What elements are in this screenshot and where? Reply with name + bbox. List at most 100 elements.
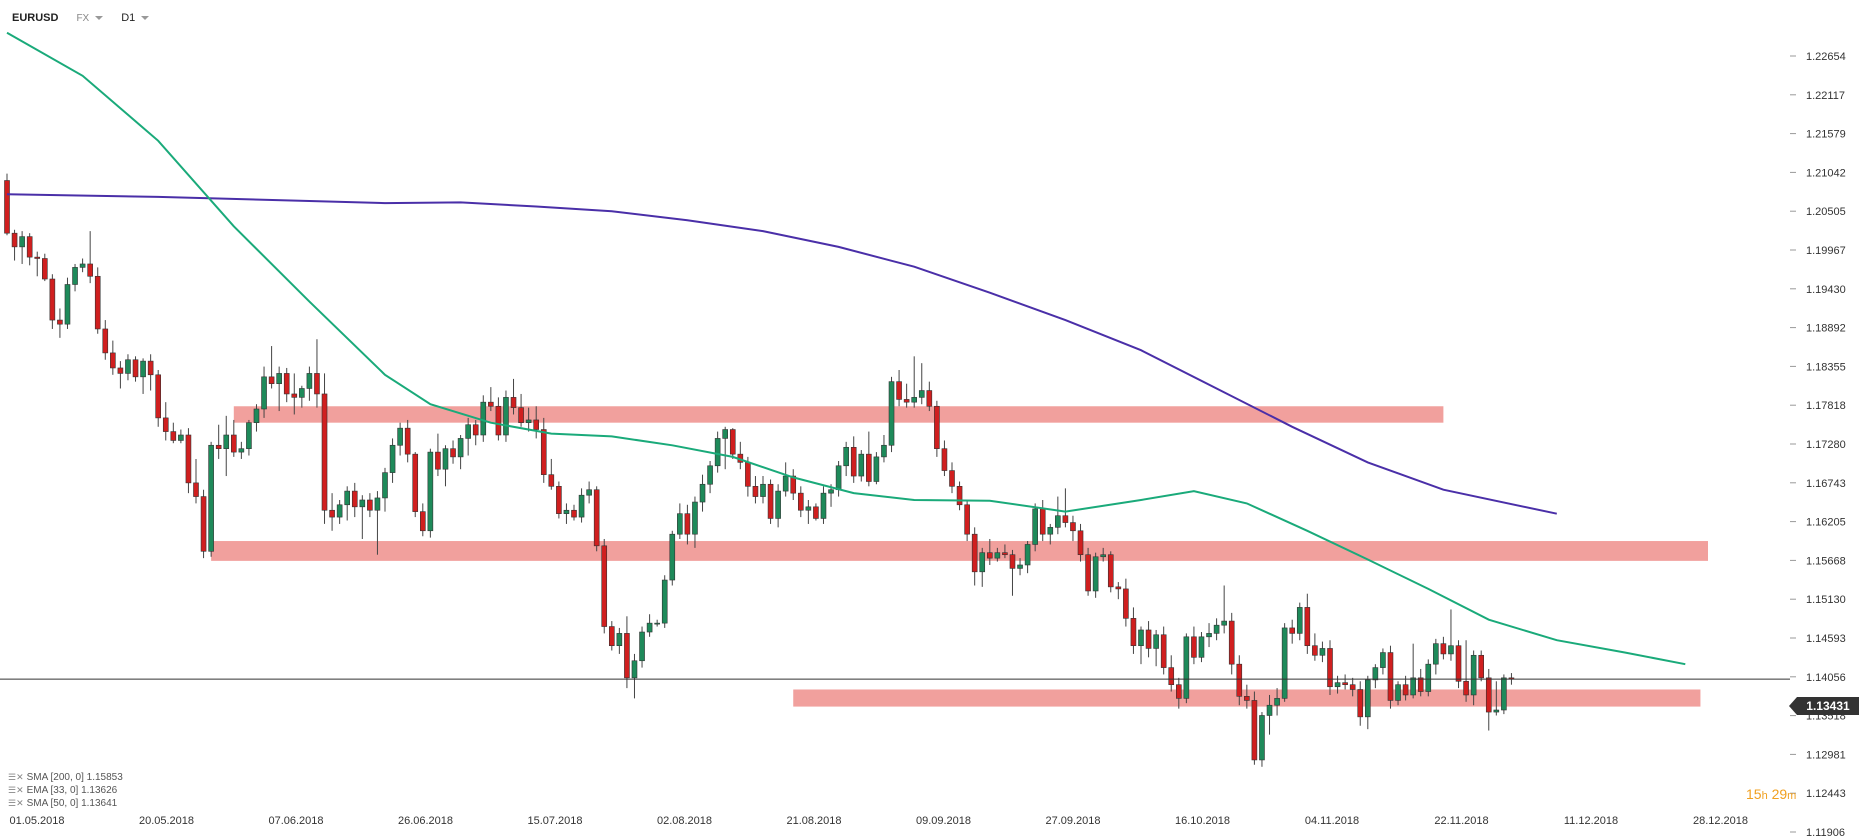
candle (677, 503, 683, 539)
candle (1183, 633, 1190, 704)
candle (1077, 523, 1084, 562)
timeframe-label: D1 (121, 12, 136, 24)
candle (729, 428, 736, 459)
x-tick-label: 22.11.2018 (1434, 815, 1488, 827)
candle (1485, 668, 1492, 731)
candle (34, 251, 41, 277)
candle (760, 476, 766, 504)
price-axis[interactable]: 1.22654 1.22117 1.21579 1.21042 1.20505 1.199… (1790, 51, 1846, 837)
candle (805, 499, 812, 524)
candle (941, 440, 948, 477)
y-tick-label: 1.14056 (1806, 672, 1846, 684)
indicator-label: EMA [33, 0] 1.13626 (26, 785, 118, 796)
candle (442, 445, 449, 487)
settings-close-icon[interactable]: ☰✕ (8, 785, 24, 795)
candle (563, 503, 570, 524)
candle (956, 481, 963, 511)
candle (185, 428, 192, 494)
candle (1410, 643, 1416, 699)
candle (419, 503, 426, 537)
candle (72, 263, 78, 292)
candle (276, 366, 282, 412)
candle (639, 626, 645, 668)
candle (820, 486, 827, 524)
candle (404, 419, 411, 463)
timeframe-select[interactable]: D1 (121, 12, 150, 24)
indicator-item[interactable]: ☰✕ SMA [50, 0] 1.13641 (8, 797, 123, 810)
candle (767, 479, 774, 524)
y-tick-label: 1.20505 (1806, 206, 1846, 218)
candle (979, 547, 986, 587)
candle (881, 434, 887, 463)
candle (1501, 674, 1507, 715)
candle (971, 527, 978, 586)
candle (934, 400, 940, 457)
candle (306, 366, 313, 401)
candle (102, 320, 109, 360)
indicator-item[interactable]: ☰✕ SMA [200, 0] 1.15853 (8, 771, 123, 784)
x-tick-label: 16.10.2018 (1175, 815, 1230, 827)
y-tick-label: 1.16205 (1806, 517, 1846, 529)
candle (261, 366, 267, 418)
settings-close-icon[interactable]: ☰✕ (8, 772, 24, 782)
candle (132, 356, 139, 382)
candle (427, 448, 434, 538)
candle (1387, 645, 1394, 709)
candle (1296, 602, 1303, 641)
candle (1047, 523, 1054, 545)
y-tick-label: 1.22654 (1806, 51, 1846, 63)
candle (79, 258, 86, 273)
candle (835, 460, 842, 497)
price-zone (211, 541, 1708, 561)
y-tick-label: 1.17280 (1806, 439, 1846, 451)
candle (321, 373, 328, 524)
candle (692, 496, 698, 548)
market-select[interactable]: FX (76, 13, 104, 24)
y-tick-label: 1.21579 (1806, 129, 1846, 141)
candle-countdown: 15h 29m (1746, 786, 1796, 802)
candle (503, 390, 509, 442)
candle (117, 361, 124, 389)
candle (1274, 688, 1280, 716)
indicator-item[interactable]: ☰✕ EMA [33, 0] 1.13626 (8, 784, 123, 797)
candle (1312, 633, 1318, 661)
candle (299, 385, 305, 408)
candle (782, 462, 789, 497)
candle (1130, 607, 1137, 654)
candle (661, 575, 668, 628)
candles (4, 173, 1515, 767)
candle (314, 339, 320, 408)
candle (162, 402, 169, 441)
price-zone (233, 406, 1444, 423)
candle (510, 378, 517, 415)
candle (669, 530, 676, 586)
settings-close-icon[interactable]: ☰✕ (8, 798, 24, 808)
candle (1463, 640, 1469, 702)
candle (790, 469, 797, 500)
candle (1039, 499, 1046, 542)
candle (4, 173, 10, 236)
candle (911, 356, 918, 408)
candle (1062, 488, 1069, 528)
candle (435, 433, 441, 477)
candle (722, 426, 729, 470)
candle (873, 452, 880, 485)
candle (1342, 674, 1348, 690)
candle (624, 616, 630, 689)
candle (1289, 619, 1295, 644)
candle (336, 499, 343, 524)
x-tick-label: 04.11.2018 (1305, 815, 1359, 827)
candle (412, 452, 419, 518)
y-tick-label: 1.12443 (1806, 788, 1846, 800)
candle (518, 393, 524, 427)
y-tick-label: 1.12981 (1806, 749, 1846, 761)
candle (903, 383, 910, 408)
candle (1228, 612, 1235, 675)
candle (1395, 681, 1401, 706)
time-axis[interactable]: 01.05.2018 20.05.2018 07.06.2018 26.06.2018… (9, 815, 1748, 827)
candle (1327, 640, 1333, 695)
candle (994, 547, 1001, 562)
candle (1002, 544, 1008, 559)
candle (1176, 677, 1182, 709)
